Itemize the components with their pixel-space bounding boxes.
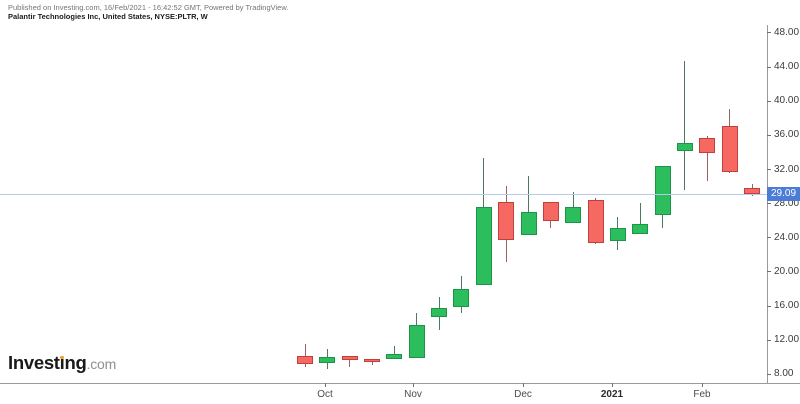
price-tick-24.00: [767, 237, 771, 239]
candle-body-5-up: [408, 325, 425, 358]
candle-body-18-down: [699, 138, 716, 153]
candle-body-7-up: [453, 288, 470, 308]
candle-body-1-up: [319, 356, 336, 363]
candle-body-2-down: [341, 355, 358, 361]
candle-body-3-down: [364, 358, 381, 362]
price-label-44.00: 44.00: [774, 61, 800, 73]
time-axis-line: [0, 383, 800, 384]
candle-wick-4: [393, 345, 395, 360]
candle-body-15-up: [632, 223, 649, 234]
price-label-24.00: 24.00: [774, 231, 800, 243]
price-tick-12.00: [767, 339, 771, 341]
price-label-40.00: 40.00: [774, 95, 800, 107]
candle-body-8-up: [475, 206, 492, 286]
candle-body-19-down: [721, 126, 738, 173]
price-label-12.00: 12.00: [774, 334, 800, 346]
time-tick-Oct: [325, 383, 326, 387]
candle-wick-10: [528, 175, 529, 235]
investing-logo-brand: Investıng: [8, 352, 87, 373]
candle-body-20-down: [744, 187, 760, 194]
candle-body-11-down: [542, 202, 559, 222]
candle-body-14-up: [609, 227, 626, 241]
price-tick-8.00: [767, 373, 771, 375]
price-tick-48.00: [767, 32, 771, 34]
candle-wick-17: [684, 60, 686, 191]
instrument-title: Palantir Technologies Inc, United States…: [8, 12, 208, 21]
price-label-28.00: 28.00: [774, 197, 800, 209]
logo-orange-dot-i: ı: [59, 352, 65, 373]
candle-body-17-up: [676, 143, 693, 152]
price-label-20.00: 20.00: [774, 265, 800, 277]
candle-wick-18: [706, 135, 708, 181]
candle-wick-0: [304, 344, 306, 368]
last-price-label: 29.09: [767, 186, 800, 201]
candle-body-9-down: [498, 202, 515, 240]
price-axis-line: [767, 25, 768, 384]
price-tick-28.00: [767, 203, 771, 205]
time-tick-2021: [612, 383, 613, 387]
investing-logo-tld: .com: [86, 356, 117, 372]
time-label-Nov: Nov: [404, 389, 422, 400]
price-label-32.00: 32.00: [774, 163, 800, 175]
candle-body-16-up: [654, 165, 671, 216]
candle-wick-15: [639, 203, 641, 234]
price-tick-16.00: [767, 305, 771, 307]
time-tick-Feb: [702, 383, 703, 387]
candle-body-12-up: [565, 206, 582, 223]
candle-body-6-up: [431, 308, 448, 317]
candle-body-13-down: [587, 199, 604, 244]
candle-body-0-down: [297, 355, 313, 364]
price-label-16.00: 16.00: [774, 300, 800, 312]
price-tick-40.00: [767, 100, 771, 102]
price-tick-44.00: [767, 66, 771, 68]
price-label-36.00: 36.00: [774, 129, 800, 141]
price-tick-20.00: [767, 271, 771, 273]
investing-logo: Investıng.com: [8, 352, 116, 376]
candle-body-4-up: [386, 354, 403, 360]
price-label-8.00: 8.00: [774, 368, 794, 380]
price-tick-32.00: [767, 169, 771, 170]
time-tick-Nov: [413, 383, 414, 387]
price-label-48.00: 48.00: [774, 26, 800, 38]
time-label-Dec: Dec: [514, 389, 532, 400]
time-label-Feb: Feb: [693, 389, 711, 400]
time-tick-Dec: [523, 383, 524, 387]
price-tick-36.00: [767, 134, 771, 136]
last-price-line: [0, 194, 767, 195]
candle-wick-2: [349, 355, 351, 368]
candle-body-10-up: [520, 211, 537, 235]
published-info-line: Published on Investing.com, 16/Feb/2021 …: [8, 3, 289, 12]
time-label-Oct: Oct: [317, 389, 333, 400]
time-label-2021: 2021: [600, 389, 624, 400]
